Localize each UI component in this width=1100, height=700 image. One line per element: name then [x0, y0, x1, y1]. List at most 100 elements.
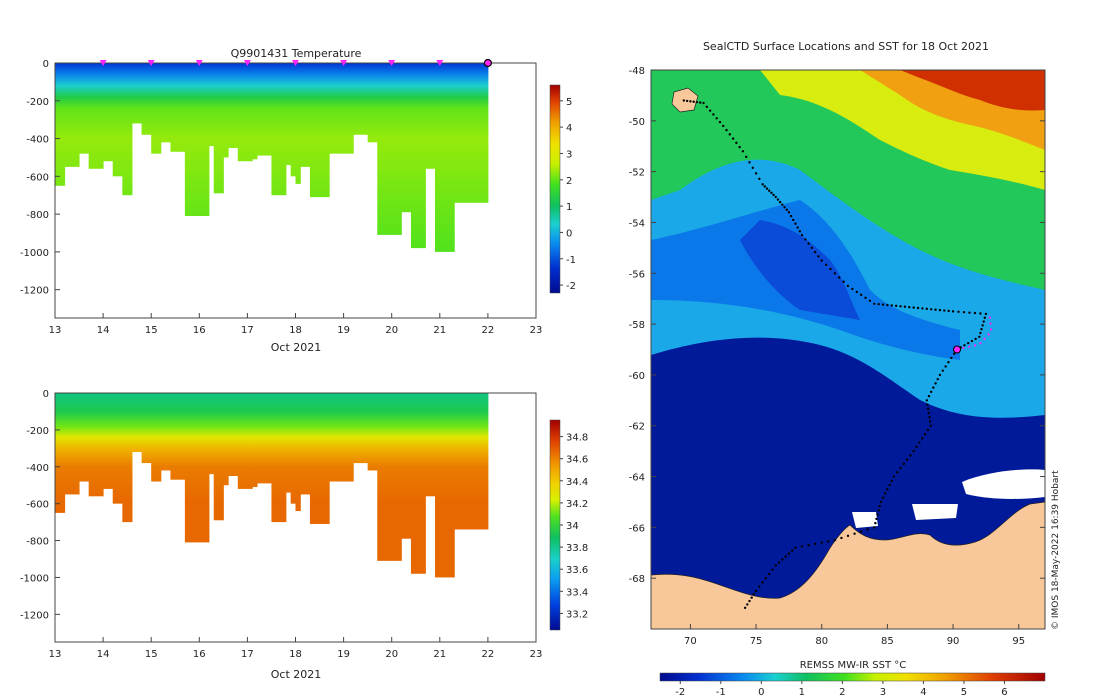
salinity-profile-column [213, 393, 224, 521]
salinity-profile-column [295, 393, 301, 512]
map-frame [650, 69, 1046, 630]
track-point [932, 386, 935, 389]
salinity-profile-column [170, 393, 186, 480]
track-point [874, 521, 877, 525]
track-point [824, 263, 828, 267]
map-title: SealCTD Surface Locations and SST for 18… [703, 40, 989, 53]
track-point [784, 555, 787, 558]
track-point [792, 218, 795, 222]
temp-x-tick-label: 16 [193, 325, 206, 336]
salinity-y-tick-label: -200 [26, 426, 49, 437]
track-point [884, 492, 887, 495]
sst-cold-tongue [740, 220, 860, 320]
sea-ice-patch [962, 469, 1045, 499]
salinity-x-tick-label: 14 [97, 649, 110, 660]
temp-x-tick-label: 13 [49, 325, 62, 336]
track-point [963, 344, 966, 347]
track-point [980, 327, 983, 331]
temp-profile-column [237, 63, 253, 162]
sst-colorbar-tick-label: 6 [1001, 687, 1007, 698]
track-point [772, 193, 775, 197]
salinity-profile-column [131, 393, 143, 453]
salinity-profile-column [309, 393, 330, 524]
track-point [758, 585, 761, 588]
track-point [890, 479, 893, 482]
salinity-y-axis: 0 -200 -400 -600 -800 -1000 -1200 [20, 389, 60, 621]
track-point [927, 411, 930, 415]
track-point [708, 109, 712, 112]
track-point [864, 296, 867, 300]
temp-colorbar-tick-label: 0 [566, 228, 572, 239]
track-point [927, 394, 931, 398]
temp-profile-column [367, 63, 378, 143]
salinity-profile-column [122, 393, 133, 523]
map-lat-tick-label: -52 [629, 168, 645, 179]
track-point [888, 483, 891, 487]
temp-colorbar-tick-label: 1 [566, 202, 572, 213]
temp-colorbar-tick-label: 3 [566, 149, 572, 160]
track-point [785, 208, 788, 211]
salinity-x-tick-label: 20 [385, 649, 398, 660]
track-point [765, 187, 769, 190]
salinity-colorbar-tick-label: 34 [566, 521, 579, 532]
seal-track [682, 99, 988, 610]
temp-profile-column [300, 63, 311, 167]
temp-profile-column [257, 63, 272, 156]
track-point [979, 331, 982, 335]
salinity-y-tick-label: -1200 [20, 610, 49, 621]
salinity-profile-column [300, 393, 311, 495]
track-point [873, 302, 876, 305]
track-point [925, 399, 928, 402]
temp-markers [99, 58, 492, 68]
track-point [761, 581, 764, 584]
map-lat-tick-label: -54 [629, 218, 645, 229]
temp-profile-column [425, 63, 436, 169]
track-point [944, 365, 947, 368]
salinity-colorbar-tick-label: 34.2 [566, 499, 588, 510]
temp-profile-column [88, 63, 104, 169]
temp-x-tick-label: 21 [433, 325, 446, 336]
track-point [774, 195, 777, 199]
track-point [745, 155, 748, 159]
temp-x-tick-label: 19 [337, 325, 350, 336]
track-point [902, 462, 906, 466]
track-point [899, 466, 902, 470]
track-point [941, 369, 944, 372]
track-point [866, 528, 869, 531]
track-point [916, 306, 920, 310]
track-point [855, 290, 858, 294]
track-point [771, 568, 774, 571]
temp-x-tick-label: 22 [482, 325, 495, 336]
salinity-profile-column [252, 393, 258, 488]
track-point [754, 589, 758, 593]
temp-title: Q9901431 Temperature [231, 47, 362, 60]
temp-y-tick-label: -1000 [20, 248, 49, 259]
temp-profile-column [141, 63, 152, 135]
track-point [982, 320, 985, 323]
map-lon-tick-label: 95 [1012, 636, 1025, 647]
salinity-y-tick-label: 0 [43, 389, 49, 400]
track-point [840, 536, 843, 540]
track-point [695, 100, 699, 104]
map-colorbar-label: REMSS MW-IR SST °C [800, 660, 907, 671]
salinity-profile-column [353, 393, 369, 464]
temp-profile-column [295, 63, 301, 184]
track-point [951, 310, 955, 313]
temp-profile-column [223, 63, 229, 158]
track-point [781, 558, 784, 561]
track-point [881, 303, 885, 306]
track-point [929, 424, 932, 427]
track-point [738, 145, 741, 149]
salinity-profile-column [223, 393, 229, 486]
temp-colorbar-tick-label: 2 [566, 176, 572, 187]
track-point [778, 200, 782, 204]
salinity-x-label: Oct 2021 [271, 668, 322, 681]
map-lon-tick-label: 85 [881, 636, 894, 647]
track-point [807, 543, 810, 547]
temp-x-tick-label: 20 [385, 325, 398, 336]
temp-profile-column [252, 63, 258, 160]
salinity-colorbar-ticks: 34.8 34.6 34.4 34.2 34 33.8 33.6 33.4 33.2 [560, 433, 588, 620]
track-point [851, 287, 854, 291]
track-point [974, 337, 977, 341]
temp-profile-column [309, 63, 330, 198]
